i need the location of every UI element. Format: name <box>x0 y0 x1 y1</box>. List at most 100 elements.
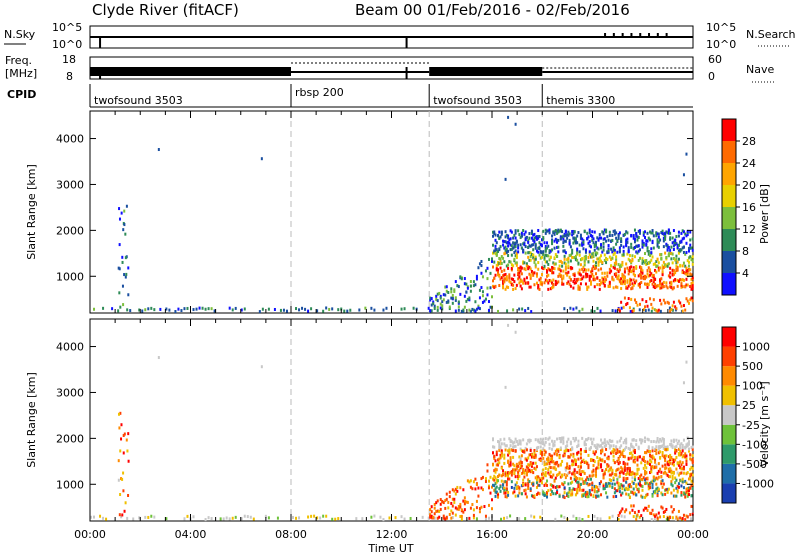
scatter-cell <box>514 287 517 291</box>
scatter-cell <box>617 263 620 267</box>
scatter-cell <box>514 241 517 245</box>
scatter-cell <box>535 235 538 239</box>
scatter-cell <box>552 285 555 289</box>
scatter-cell <box>657 462 660 466</box>
scatter-cell <box>520 461 523 465</box>
scatter-cell <box>525 235 528 239</box>
scatter-cell <box>647 438 650 442</box>
scatter-cell <box>534 453 537 457</box>
scatter-cell <box>578 483 581 487</box>
scatter-cell <box>647 450 650 454</box>
scatter-cell <box>564 262 567 266</box>
scatter-cell <box>674 451 677 455</box>
scatter-cell <box>549 458 552 462</box>
scatter-cell <box>607 247 610 251</box>
scatter-cell <box>495 241 498 245</box>
scatter-cell <box>554 467 557 471</box>
scatter-cell <box>494 494 497 498</box>
scatter-cell <box>546 268 549 272</box>
scatter-cell <box>514 261 517 265</box>
scatter-cell <box>686 274 689 278</box>
scatter-cell <box>647 261 650 265</box>
scatter-cell <box>562 234 565 238</box>
scatter-cell <box>684 518 687 522</box>
scatter-cell <box>646 492 649 496</box>
scatter-cell <box>644 495 647 499</box>
scatter-cell <box>507 449 510 453</box>
scatter-cell <box>586 438 589 442</box>
scatter-cell <box>681 461 684 465</box>
scatter-cell <box>632 515 635 519</box>
scatter-cell <box>677 452 680 456</box>
scatter-cell <box>602 245 605 249</box>
scatter-cell <box>595 485 598 489</box>
scatter-cell <box>562 483 565 487</box>
scatter-cell <box>681 446 684 450</box>
scatter-cell <box>492 284 494 288</box>
scatter-cell <box>596 443 599 447</box>
scatter-cell <box>500 454 503 458</box>
scatter-cell <box>654 278 657 282</box>
scatter-cell <box>533 466 536 470</box>
scatter-cell <box>533 240 536 244</box>
scatter-cell <box>577 271 580 275</box>
scatter-cell <box>603 453 606 457</box>
scatter-cell <box>544 450 547 454</box>
scatter-cell <box>644 277 647 281</box>
scatter-cell <box>675 307 678 311</box>
scatter-cell <box>568 455 571 459</box>
scatter-cell <box>626 301 629 305</box>
y-tick-label: 2000 <box>56 224 84 237</box>
scatter-cell <box>656 244 659 248</box>
scatter-cell <box>617 458 620 462</box>
scatter-cell <box>514 249 517 253</box>
scatter-cell <box>487 308 490 312</box>
scatter-cell <box>618 471 621 475</box>
scatter-cell <box>684 479 687 483</box>
scatter-cell <box>625 477 628 481</box>
scatter-cell <box>690 458 693 462</box>
scatter-cell <box>556 231 559 235</box>
scatter-cell <box>633 472 636 476</box>
scatter-cell <box>638 302 641 306</box>
scatter-cell <box>509 444 512 448</box>
scatter-cell <box>547 229 550 233</box>
scatter-cell <box>617 482 620 486</box>
scatter-cell <box>613 229 616 233</box>
scatter-cell <box>546 479 549 483</box>
scatter-cell <box>650 440 653 444</box>
scatter-cell <box>500 261 503 265</box>
scatter-cell <box>650 465 653 469</box>
scatter-cell <box>517 277 520 281</box>
scatter-cell <box>492 438 494 442</box>
scatter-cell <box>481 475 484 479</box>
scatter-cell <box>497 270 500 274</box>
scatter-cell <box>564 445 567 449</box>
scatter-cell <box>602 484 605 488</box>
scatter-cell <box>676 484 679 488</box>
scatter-cell <box>527 306 530 310</box>
scatter-cell <box>572 454 575 458</box>
scatter-cell <box>493 260 496 264</box>
scatter-cell <box>687 267 690 271</box>
scatter-cell <box>525 473 528 477</box>
scatter-cell <box>661 273 664 277</box>
scatter-cell <box>666 231 669 235</box>
scatter-cell <box>674 481 677 485</box>
scatter-cell <box>605 278 608 282</box>
scatter-cell <box>670 491 673 495</box>
scatter-cell <box>558 471 561 475</box>
scatter-cell <box>611 238 614 242</box>
scatter-cell <box>553 462 556 466</box>
scatter-cell <box>517 477 520 481</box>
scatter-cell <box>507 285 510 289</box>
scatter-cell <box>628 283 631 287</box>
scatter-cell <box>186 514 189 518</box>
scatter-cell <box>572 487 575 491</box>
scatter-cell <box>379 515 382 519</box>
scatter-cell <box>538 478 541 482</box>
scatter-cell <box>670 442 673 446</box>
scatter-cell <box>568 488 571 492</box>
scatter-cell <box>638 273 641 277</box>
scatter-cell <box>493 474 496 478</box>
